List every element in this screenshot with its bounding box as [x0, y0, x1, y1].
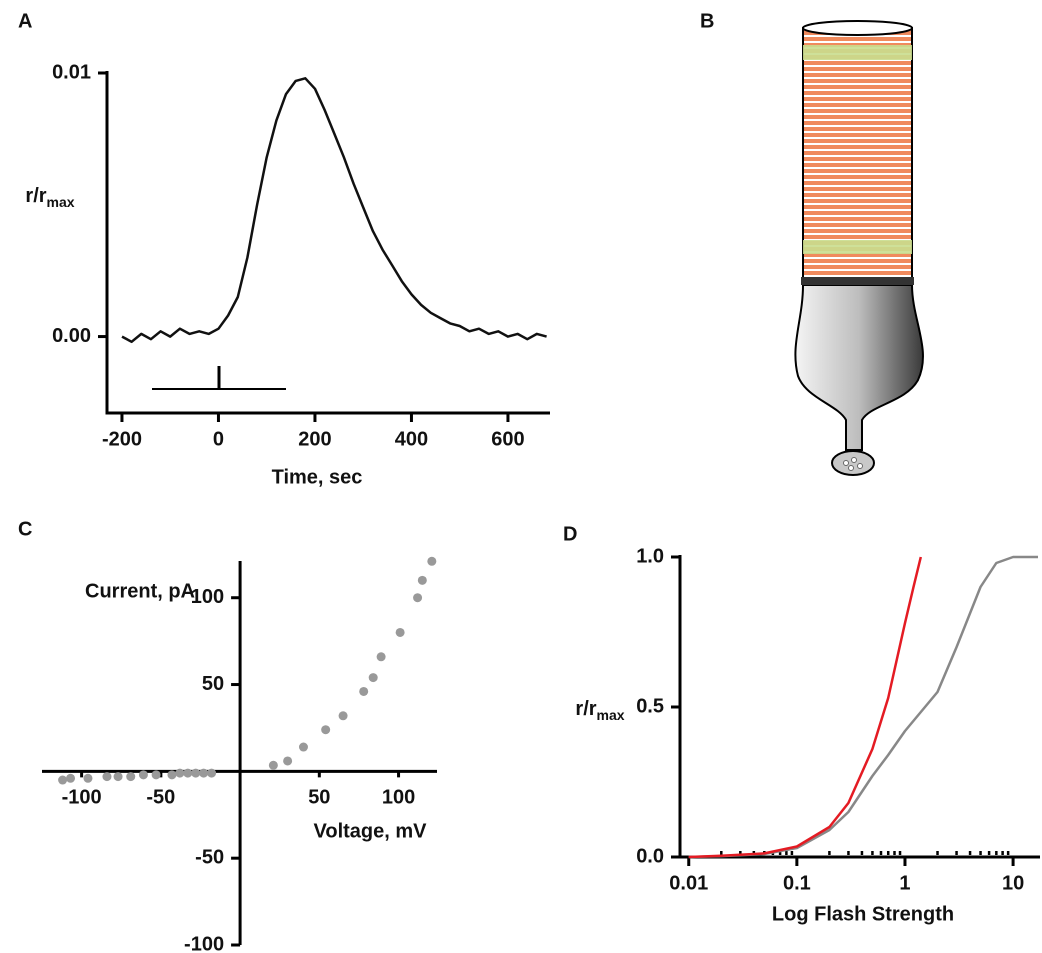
x-tick-label: 1 — [899, 872, 910, 894]
x-tick-label: 100 — [382, 787, 415, 809]
data-point — [427, 556, 437, 566]
data-point — [191, 768, 201, 778]
data-point — [283, 756, 293, 766]
data-point — [376, 652, 386, 662]
x-tick-label: -50 — [146, 787, 175, 809]
data-point — [368, 673, 378, 683]
data-point — [66, 773, 76, 783]
y-tick-label: 50 — [202, 673, 224, 695]
data-point — [113, 772, 123, 782]
panel-label: D — [563, 523, 577, 545]
rod-cell — [794, 20, 924, 476]
data-point — [338, 711, 348, 721]
y-axis-label: Current, pA — [85, 580, 195, 602]
x-tick-label: 0.01 — [669, 872, 708, 894]
y-axis-label: r/rmax — [25, 185, 74, 209]
data-line — [121, 77, 547, 344]
y-axis-label-sub: max — [47, 194, 75, 210]
data-point — [268, 760, 278, 770]
x-tick-label: 200 — [298, 428, 331, 450]
data-point — [126, 772, 136, 782]
y-tick-label: 0.5 — [636, 695, 664, 717]
data-point — [58, 775, 68, 785]
x-axis-label: Voltage, mV — [314, 820, 428, 842]
x-axis-label: Time, sec — [272, 466, 363, 488]
data-point — [298, 742, 308, 752]
x-tick-label: 10 — [1002, 872, 1024, 894]
data-point — [151, 770, 161, 780]
y-tick-label: 1.0 — [636, 545, 664, 567]
data-point — [321, 725, 331, 735]
panel-label: C — [18, 518, 32, 540]
data-point — [395, 627, 405, 637]
y-tick-label: 0.01 — [52, 61, 91, 83]
data-point — [102, 772, 112, 782]
panel-label: B — [700, 10, 714, 32]
y-axis-label-sub: max — [597, 707, 625, 723]
y-tick-label: 0.0 — [636, 845, 664, 867]
y-tick-label: 0.00 — [52, 325, 91, 347]
x-tick-label: 0 — [213, 428, 224, 450]
x-tick-label: -200 — [102, 428, 142, 450]
y-axis-label: r/rmax — [575, 698, 624, 722]
x-tick-label: 0.1 — [783, 872, 811, 894]
y-axis-label-main: r/r — [25, 185, 46, 207]
data-line — [688, 556, 923, 859]
data-point — [167, 770, 177, 780]
data-point — [83, 773, 93, 783]
x-axis-label: Log Flash Strength — [772, 903, 954, 925]
x-tick-label: -100 — [62, 787, 102, 809]
data-point — [413, 593, 423, 603]
data-line — [688, 555, 1038, 859]
y-tick-label: -100 — [184, 933, 224, 953]
data-point — [175, 768, 185, 778]
x-tick-label: 400 — [395, 428, 428, 450]
y-axis-label-main: r/r — [575, 698, 596, 720]
data-point — [138, 770, 148, 780]
data-point — [199, 768, 209, 778]
data-point — [417, 575, 427, 585]
y-tick-label: -50 — [195, 846, 224, 868]
x-tick-label: 50 — [308, 787, 330, 809]
y-tick-label: 100 — [191, 586, 224, 608]
x-tick-label: 600 — [491, 428, 524, 450]
panel-label: A — [18, 10, 32, 32]
data-point — [183, 768, 193, 778]
data-point — [207, 768, 217, 778]
data-point — [359, 686, 369, 696]
